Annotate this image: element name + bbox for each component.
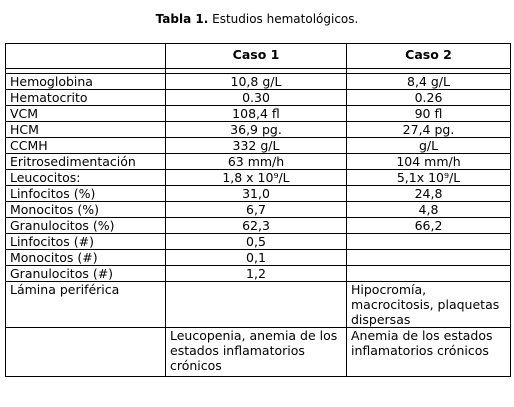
row-label: Hemoglobina — [5, 73, 166, 90]
header-caso-2: Caso 2 — [346, 43, 511, 69]
row-caso-1: 332 g/L — [165, 137, 347, 154]
row-caso-2: 66,2 — [346, 217, 511, 234]
row-caso-1: 6,7 — [165, 201, 347, 218]
row-label: Monocitos (#) — [5, 249, 166, 266]
caption-text: Estudios hematológicos. — [208, 12, 359, 26]
row-label: Linfocitos (%) — [5, 185, 166, 202]
table-row: Leucocitos: 1,8 x 10⁹/L 5,1x 10⁹/L — [5, 169, 511, 186]
lamina-row: Lámina periférica Hipocromía, macrocitos… — [5, 281, 511, 328]
table-row: Monocitos (#) 0,1 — [5, 249, 511, 266]
header-row: Caso 1 Caso 2 — [5, 43, 511, 69]
row-caso-2: 90 fl — [346, 105, 511, 122]
table-row: Eritrosedimentación 63 mm/h 104 mm/h — [5, 153, 511, 170]
row-caso-1: 10,8 g/L — [165, 73, 347, 90]
table-row: VCM 108,4 fl 90 fl — [5, 105, 511, 122]
row-label: Monocitos (%) — [5, 201, 166, 218]
caption-label: Tabla 1. — [155, 12, 209, 26]
row-label: Granulocitos (#) — [5, 265, 166, 282]
table-row: Granulocitos (#) 1,2 — [5, 265, 511, 282]
row-caso-2 — [346, 249, 511, 266]
row-caso-1: 62,3 — [165, 217, 347, 234]
row-label: Leucocitos: — [5, 169, 166, 186]
interpretation-row: Leucopenia, anemia de los estados inflam… — [5, 327, 511, 377]
row-label: VCM — [5, 105, 166, 122]
row-caso-2: 0.26 — [346, 89, 511, 106]
row-caso-1: 31,0 — [165, 185, 347, 202]
lamina-caso-1 — [165, 281, 347, 328]
table-caption: Tabla 1. Estudios hematológicos. — [0, 12, 514, 26]
lamina-label: Lámina periférica — [5, 281, 166, 328]
row-caso-2: 24,8 — [346, 185, 511, 202]
row-caso-1: 1,2 — [165, 265, 347, 282]
table-row: Monocitos (%) 6,7 4,8 — [5, 201, 511, 218]
interpretation-caso-2: Anemia de los estados inflamatorios crón… — [346, 327, 511, 377]
table-row: Hemoglobina 10,8 g/L 8,4 g/L — [5, 73, 511, 90]
data-rows: Hemoglobina 10,8 g/L 8,4 g/L Hematocrito 0.3… — [5, 73, 511, 282]
row-caso-2: 104 mm/h — [346, 153, 511, 170]
row-label: HCM — [5, 121, 166, 138]
row-caso-1: 0,1 — [165, 249, 347, 266]
row-caso-2: 27,4 pg. — [346, 121, 511, 138]
header-empty — [5, 43, 166, 69]
row-label: Hematocrito — [5, 89, 166, 106]
header-caso-1: Caso 1 — [165, 43, 347, 69]
row-caso-2 — [346, 233, 511, 250]
table-row: Linfocitos (%) 31,0 24,8 — [5, 185, 511, 202]
hematology-table: Caso 1 Caso 2 Hemoglobina 10,8 g/L 8,4 g/L… — [5, 43, 511, 377]
interpretation-label — [5, 327, 166, 377]
row-caso-2 — [346, 265, 511, 282]
row-caso-2: 4,8 — [346, 201, 511, 218]
row-caso-1: 0,5 — [165, 233, 347, 250]
row-caso-1: 1,8 x 10⁹/L — [165, 169, 347, 186]
row-label: Linfocitos (#) — [5, 233, 166, 250]
table-row: Granulocitos (%) 62,3 66,2 — [5, 217, 511, 234]
row-label: Granulocitos (%) — [5, 217, 166, 234]
table-row: Linfocitos (#) 0,5 — [5, 233, 511, 250]
row-caso-1: 63 mm/h — [165, 153, 347, 170]
table-row: CCMH 332 g/L g/L — [5, 137, 511, 154]
row-caso-1: 36,9 pg. — [165, 121, 347, 138]
row-caso-1: 108,4 fl — [165, 105, 347, 122]
row-caso-2: 5,1x 10⁹/L — [346, 169, 511, 186]
row-label: CCMH — [5, 137, 166, 154]
row-label: Eritrosedimentación — [5, 153, 166, 170]
row-caso-2: 8,4 g/L — [346, 73, 511, 90]
interpretation-caso-1: Leucopenia, anemia de los estados inflam… — [165, 327, 347, 377]
row-caso-1: 0.30 — [165, 89, 347, 106]
table-row: Hematocrito 0.30 0.26 — [5, 89, 511, 106]
row-caso-2: g/L — [346, 137, 511, 154]
table-row: HCM 36,9 pg. 27,4 pg. — [5, 121, 511, 138]
lamina-caso-2: Hipocromía, macrocitosis, plaquetas disp… — [346, 281, 511, 328]
